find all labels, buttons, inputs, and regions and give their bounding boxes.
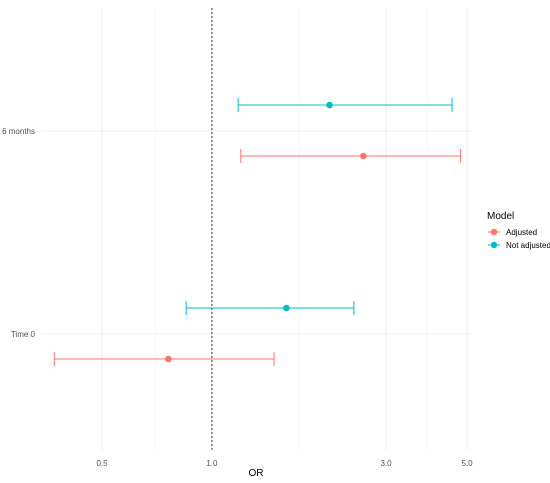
y-tick-label: Time 0 (11, 330, 36, 339)
legend: Model Adjusted Not adjusted (487, 211, 550, 250)
minor-gridlines (155, 8, 427, 450)
legend-label: Not adjusted (506, 241, 550, 250)
point-estimate (326, 101, 333, 109)
x-tick-label: 0.5 (96, 459, 108, 468)
x-axis-title: OR (249, 468, 264, 479)
x-axis-ticks: 0.5 1.0 3.0 5.0 (96, 459, 473, 468)
point-estimate (360, 152, 367, 160)
x-tick-label: 1.0 (206, 459, 218, 468)
major-gridlines (42, 8, 472, 450)
y-tick-label: 6 months (2, 127, 35, 136)
x-tick-label: 3.0 (380, 459, 392, 468)
plot-marks (53, 98, 462, 366)
legend-key-point (490, 241, 498, 249)
legend-title: Model (487, 211, 514, 222)
y-axis-ticks: 6 months Time 0 (2, 127, 35, 339)
legend-key-point (490, 228, 498, 236)
point-estimate (165, 355, 172, 363)
point-estimate (283, 304, 290, 312)
legend-label: Adjusted (506, 228, 537, 237)
x-tick-label: 5.0 (461, 459, 473, 468)
